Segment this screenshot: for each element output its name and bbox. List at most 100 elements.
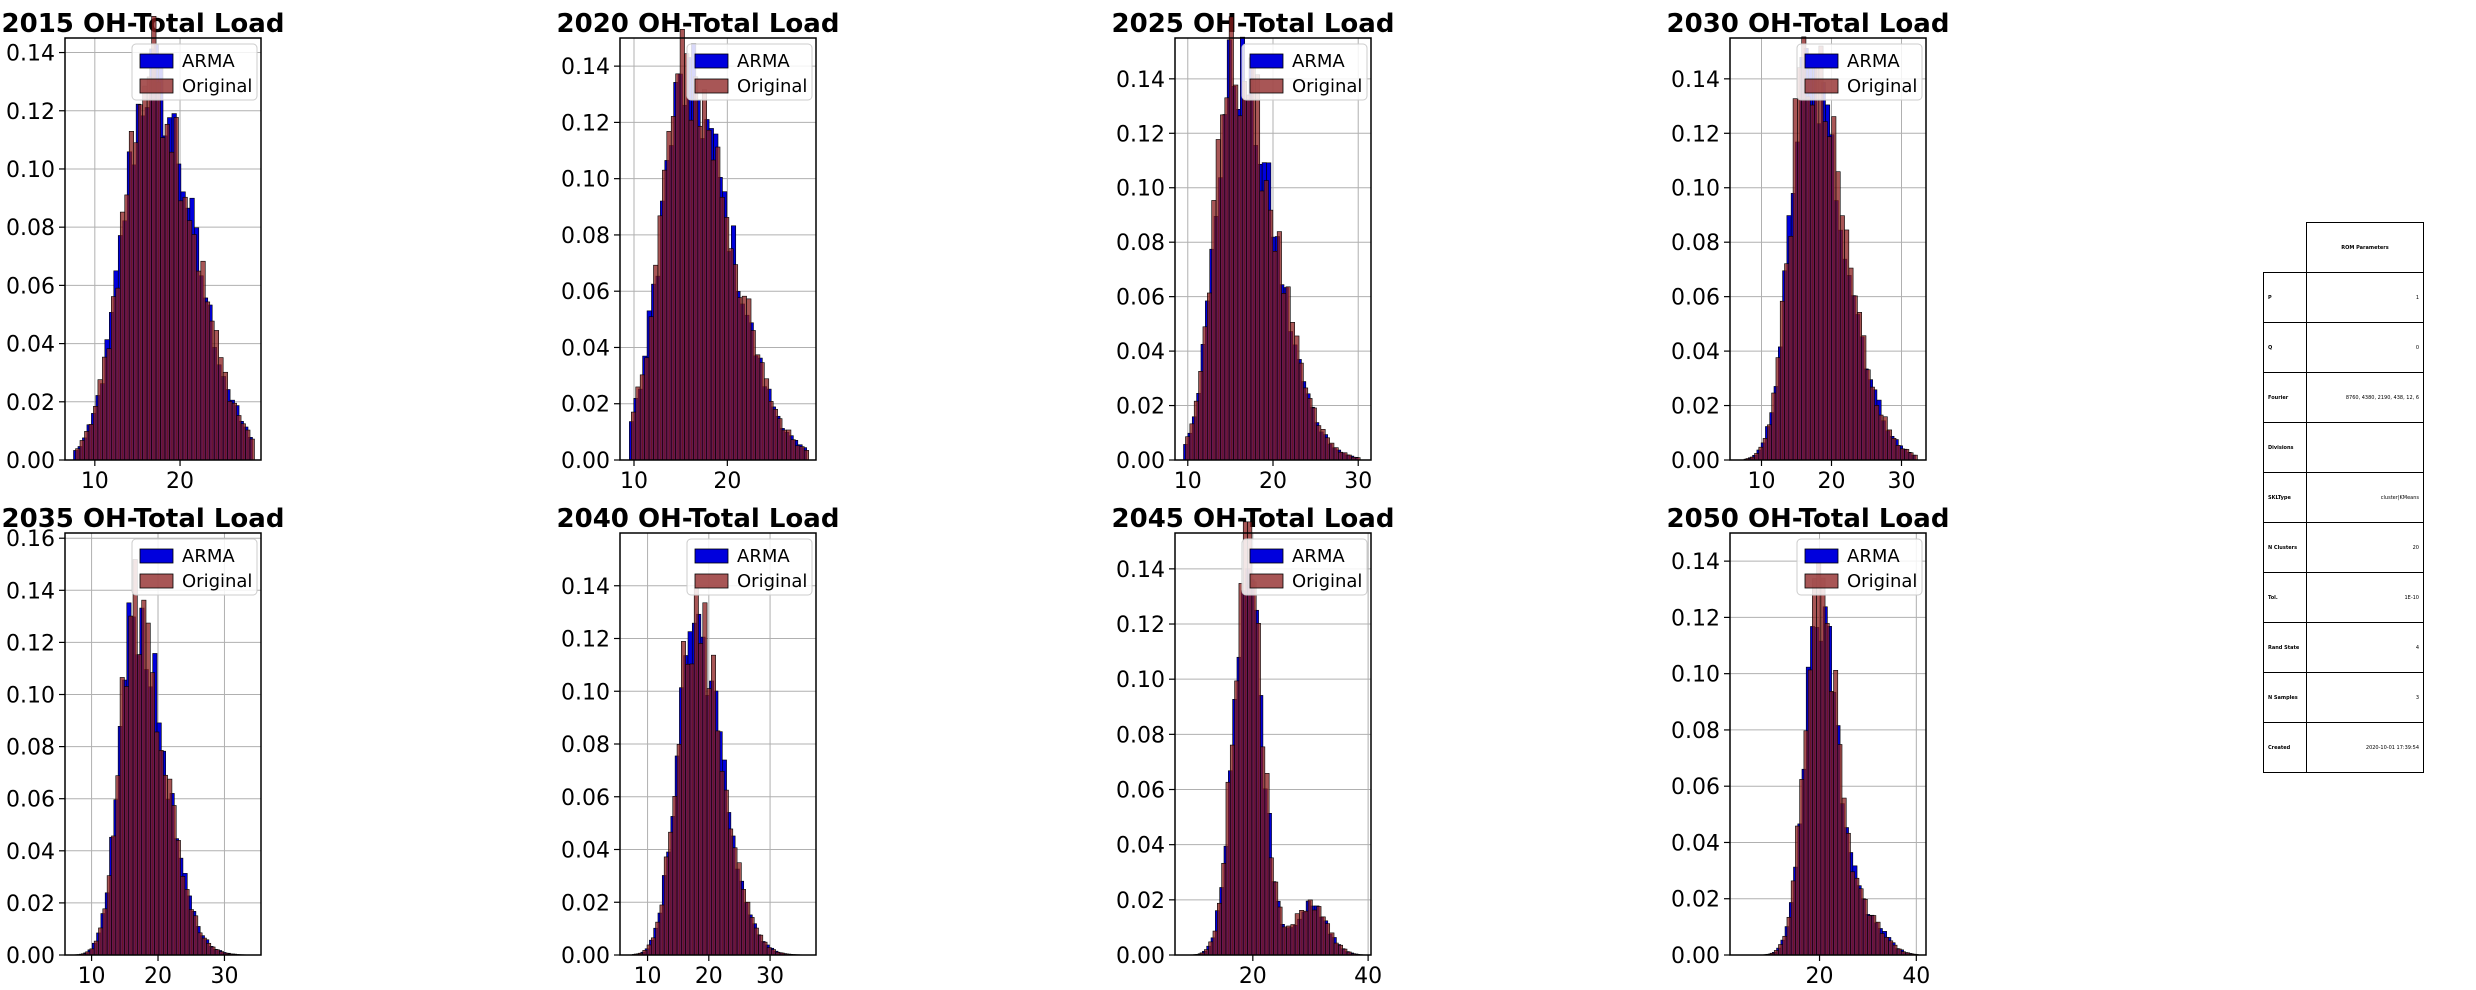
original-bar [755, 354, 761, 461]
legend-label-arma: ARMA [737, 51, 790, 72]
plot-frame [1174, 532, 1372, 956]
original-bar [749, 917, 755, 956]
original-bar [799, 446, 805, 461]
plot-frame [1729, 532, 1927, 956]
original-bar [737, 297, 743, 461]
original-bar [1784, 263, 1790, 461]
original-bar [803, 450, 809, 461]
chart-title: 2015 OH-Total Load [2, 9, 285, 39]
original-bar [201, 937, 207, 956]
original-bar [1790, 880, 1796, 956]
original-bar [1862, 899, 1868, 956]
original-bar [1260, 746, 1266, 956]
original-bar [1779, 300, 1785, 461]
y-tick-label: 0.12 [1116, 122, 1165, 147]
original-bar [1298, 362, 1304, 461]
y-tick-label: 0.02 [6, 892, 55, 917]
param-row: N Clusters 20 [2263, 522, 2424, 573]
legend-swatch-original [1249, 573, 1284, 589]
original-bar [1875, 921, 1881, 956]
original-bar [724, 217, 730, 461]
original-bar [711, 654, 716, 956]
original-bar [723, 789, 729, 956]
y-tick-label: 0.06 [1116, 779, 1165, 804]
original-bar [1329, 442, 1335, 461]
original-bar [1290, 924, 1296, 956]
original-bar [762, 941, 768, 956]
original-bar [1333, 942, 1339, 956]
original-bar [728, 828, 734, 956]
x-tick-label: 40 [1354, 964, 1382, 989]
original-bar [1865, 369, 1871, 461]
y-tick-label: 0.12 [1671, 122, 1720, 147]
legend-label-original: Original [1292, 571, 1362, 592]
param-key: Fourier [2263, 372, 2307, 423]
param-key: N Samples [2263, 672, 2307, 723]
original-bar [681, 641, 686, 956]
legend-label-original: Original [182, 76, 252, 97]
y-tick-label: 0.14 [1671, 550, 1720, 575]
original-bar [772, 408, 778, 461]
original-bar [1342, 948, 1348, 956]
legend-label-original: Original [182, 571, 252, 592]
param-key: P [2263, 272, 2307, 323]
plot-frame [64, 532, 262, 956]
original-bar [119, 211, 126, 461]
original-bar [137, 654, 142, 956]
x-tick-label: 30 [210, 964, 238, 989]
y-tick-label: 0.08 [561, 224, 610, 249]
original-bar [128, 615, 134, 956]
legend-swatch-original [139, 573, 174, 589]
x-tick-label: 30 [1344, 469, 1372, 494]
x-tick-label: 20 [1239, 964, 1267, 989]
original-bar [1884, 936, 1889, 956]
original-bar [1896, 948, 1902, 956]
y-tick-label: 0.10 [561, 168, 610, 193]
y-tick-label: 0.08 [6, 736, 55, 761]
original-bar [236, 415, 242, 461]
legend-swatch-original [694, 573, 729, 589]
y-tick-label: 0.00 [1671, 944, 1720, 969]
original-bar [1775, 357, 1781, 461]
legend-label-arma: ARMA [1292, 51, 1345, 72]
original-bar [693, 587, 699, 956]
original-bar [1276, 231, 1282, 461]
y-tick-label: 0.04 [561, 839, 610, 864]
original-bar [1299, 910, 1305, 956]
original-bar [178, 200, 184, 461]
x-tick-label: 10 [1174, 469, 1202, 494]
original-bar [688, 119, 694, 461]
original-bar [164, 123, 170, 461]
original-bar [1294, 335, 1300, 461]
param-key: SKLType [2263, 472, 2307, 523]
param-value: 1E-10 [2306, 572, 2424, 623]
legend-label-arma: ARMA [737, 546, 790, 567]
original-bar [670, 116, 676, 461]
original-bar [1807, 669, 1813, 956]
original-bar [795, 445, 801, 461]
original-bar [679, 29, 685, 461]
x-tick-label: 20 [713, 469, 741, 494]
param-value: 20 [2306, 522, 2424, 573]
original-bar [1754, 453, 1760, 461]
original-bar [1224, 97, 1230, 461]
original-bar [1272, 250, 1278, 461]
original-bar [1342, 452, 1348, 461]
param-key: Q [2263, 322, 2307, 373]
param-row: Rand State 4 [2263, 622, 2424, 673]
original-bar [1290, 322, 1295, 461]
original-bar [142, 85, 148, 461]
param-value: 8760, 4380, 2190, 438, 12, 6 [2306, 372, 2424, 423]
original-bar [150, 672, 155, 956]
legend-swatch-original [1804, 78, 1839, 94]
original-bar [685, 663, 691, 956]
original-bar [1848, 267, 1854, 461]
original-bar [206, 942, 212, 956]
original-bar [1263, 180, 1269, 461]
original-bar [245, 429, 251, 461]
original-bar [97, 379, 103, 461]
original-bar [227, 401, 233, 461]
original-bar [1202, 326, 1208, 461]
y-tick-label: 0.12 [1671, 606, 1720, 631]
legend-swatch-arma [1804, 53, 1839, 69]
